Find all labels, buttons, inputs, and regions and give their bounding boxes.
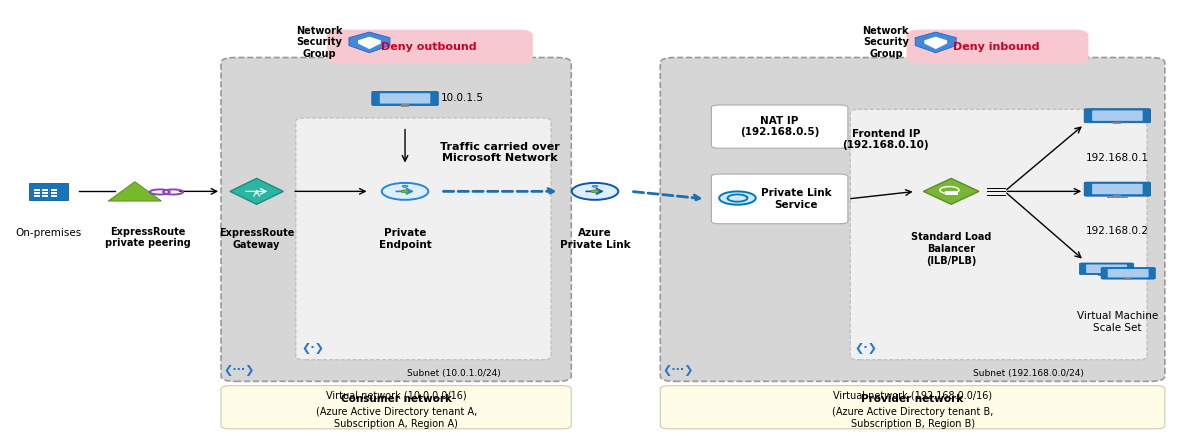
Bar: [1125, 278, 1132, 280]
FancyBboxPatch shape: [660, 386, 1165, 429]
Polygon shape: [915, 32, 957, 53]
Text: Subnet (10.0.1.0/24): Subnet (10.0.1.0/24): [407, 369, 501, 378]
FancyBboxPatch shape: [712, 105, 848, 148]
Text: ExpressRoute
private peering: ExpressRoute private peering: [105, 227, 190, 249]
FancyBboxPatch shape: [1092, 110, 1142, 121]
Polygon shape: [358, 37, 381, 49]
Bar: [42, 189, 48, 191]
Text: Virtual network (192.168.0.0/16): Virtual network (192.168.0.0/16): [833, 391, 992, 401]
FancyBboxPatch shape: [850, 109, 1147, 360]
Text: Virtual Machine
Scale Set: Virtual Machine Scale Set: [1077, 311, 1158, 333]
Text: (Azure Active Directory tenant A,
Subscription A, Region A): (Azure Active Directory tenant A, Subscr…: [315, 407, 477, 429]
Text: Azure
Private Link: Azure Private Link: [559, 228, 631, 250]
Text: Virtual network (10.0.0.0/16): Virtual network (10.0.0.0/16): [326, 391, 466, 401]
FancyBboxPatch shape: [221, 58, 571, 382]
FancyBboxPatch shape: [1101, 267, 1155, 279]
Bar: [51, 189, 57, 191]
FancyBboxPatch shape: [380, 93, 431, 104]
Text: ❮···❯: ❮···❯: [223, 365, 255, 376]
FancyBboxPatch shape: [907, 31, 1088, 63]
Text: (Azure Active Directory tenant B,
Subscription B, Region B): (Azure Active Directory tenant B, Subscr…: [832, 407, 994, 429]
FancyBboxPatch shape: [328, 31, 532, 63]
Text: Traffic carried over
Microsoft Network: Traffic carried over Microsoft Network: [440, 142, 560, 164]
Text: Provider network: Provider network: [862, 394, 964, 404]
FancyBboxPatch shape: [1079, 263, 1134, 275]
Text: ❮···❯: ❮···❯: [663, 365, 694, 376]
Text: NAT IP
(192.168.0.5): NAT IP (192.168.0.5): [740, 116, 819, 137]
Bar: [394, 106, 415, 107]
Circle shape: [571, 183, 619, 200]
FancyBboxPatch shape: [1084, 109, 1151, 123]
Circle shape: [401, 190, 409, 193]
Bar: [401, 104, 409, 107]
Text: On-premises: On-premises: [15, 228, 82, 238]
Circle shape: [591, 190, 599, 193]
Bar: [42, 192, 48, 194]
Text: 192.168.0.1: 192.168.0.1: [1086, 153, 1148, 163]
Bar: [1107, 197, 1128, 198]
Bar: [33, 189, 39, 191]
Text: Deny inbound: Deny inbound: [953, 42, 1040, 52]
Bar: [1103, 273, 1110, 276]
FancyBboxPatch shape: [221, 386, 571, 429]
Bar: [33, 195, 39, 198]
FancyBboxPatch shape: [660, 58, 1165, 382]
Text: Standard Load
Balancer
(ILB/PLB): Standard Load Balancer (ILB/PLB): [912, 232, 991, 266]
FancyBboxPatch shape: [1086, 265, 1127, 273]
Text: ExpressRoute
Gateway: ExpressRoute Gateway: [219, 228, 294, 250]
Text: Network
Security
Group: Network Security Group: [296, 26, 343, 59]
Text: Consumer network: Consumer network: [340, 394, 452, 404]
Text: 10.0.1.5: 10.0.1.5: [440, 93, 483, 103]
Bar: [1114, 122, 1121, 124]
FancyBboxPatch shape: [371, 92, 438, 106]
Bar: [1114, 195, 1121, 198]
Text: Private Link
Service: Private Link Service: [760, 188, 832, 210]
Bar: [1098, 275, 1115, 276]
FancyBboxPatch shape: [1084, 182, 1151, 196]
FancyBboxPatch shape: [712, 174, 848, 224]
Text: 192.168.0.2: 192.168.0.2: [1086, 226, 1148, 236]
Text: Network
Security
Group: Network Security Group: [863, 26, 909, 59]
Bar: [33, 192, 39, 194]
Text: Deny outbound: Deny outbound: [381, 42, 477, 52]
Bar: [51, 192, 57, 194]
Bar: [945, 191, 958, 195]
Polygon shape: [108, 182, 162, 201]
Text: ❮·❯: ❮·❯: [301, 344, 324, 354]
Polygon shape: [925, 37, 947, 49]
Circle shape: [382, 183, 428, 200]
FancyBboxPatch shape: [296, 118, 551, 360]
Circle shape: [591, 185, 599, 187]
Bar: [51, 195, 57, 198]
FancyBboxPatch shape: [1108, 269, 1148, 277]
Bar: [30, 183, 69, 200]
Text: Subnet (192.168.0.0/24): Subnet (192.168.0.0/24): [973, 369, 1084, 378]
Polygon shape: [230, 178, 283, 204]
FancyBboxPatch shape: [1092, 184, 1142, 194]
Circle shape: [402, 185, 408, 187]
Polygon shape: [923, 178, 979, 204]
Text: Frontend IP
(192.168.0.10): Frontend IP (192.168.0.10): [843, 129, 929, 150]
Bar: [42, 195, 48, 198]
Text: ❮·❯: ❮·❯: [854, 344, 877, 354]
Text: Private
Endpoint: Private Endpoint: [378, 228, 432, 250]
Polygon shape: [349, 32, 390, 53]
Circle shape: [719, 191, 756, 205]
